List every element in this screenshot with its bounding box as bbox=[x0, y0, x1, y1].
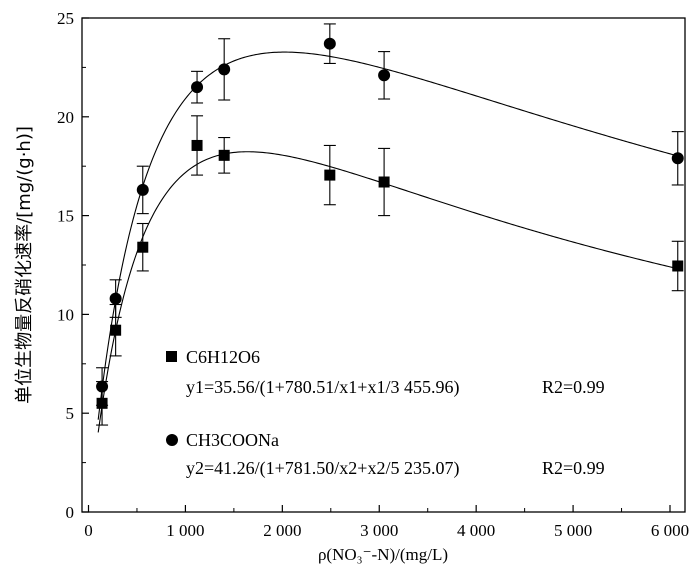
data-point-circle bbox=[109, 292, 122, 305]
x-tick-label: 1 000 bbox=[166, 521, 204, 540]
data-point-square bbox=[110, 324, 122, 336]
y-tick-label: 5 bbox=[66, 404, 75, 423]
fit-curves bbox=[97, 51, 680, 433]
legend-series-2-name: CH3COONa bbox=[186, 430, 279, 450]
data-point-circle bbox=[378, 69, 391, 82]
data-point-circle bbox=[323, 37, 336, 50]
legend-series-2-r2: R2=0.99 bbox=[542, 458, 605, 478]
data-point-circle bbox=[191, 81, 204, 94]
data-markers bbox=[96, 37, 684, 409]
axis-ticks bbox=[82, 17, 671, 513]
legend-series-2-equation: y2=41.26/(1+781.50/x2+x2/5 235.07) bbox=[186, 458, 459, 479]
legend-square-marker bbox=[166, 351, 177, 362]
data-point-circle bbox=[96, 380, 109, 393]
data-point-square bbox=[324, 169, 336, 181]
legend-series-1-r2: R2=0.99 bbox=[542, 377, 605, 397]
x-tick-label: 2 000 bbox=[263, 521, 301, 540]
data-point-square bbox=[672, 260, 684, 272]
data-point-square bbox=[137, 241, 149, 253]
x-axis-label: ρ(NO₃⁻-N)/(mg/L) bbox=[318, 545, 448, 564]
data-point-square bbox=[96, 397, 108, 409]
x-tick-label: 4 000 bbox=[457, 521, 495, 540]
y-tick-label: 0 bbox=[66, 503, 75, 522]
data-point-square bbox=[191, 139, 203, 151]
x-tick-labels: 0 1 000 2 000 3 000 4 000 5 000 6 000 bbox=[84, 521, 689, 540]
legend: C6H12O6 y1=35.56/(1+780.51/x1+x1/3 455.9… bbox=[166, 347, 605, 479]
data-point-square bbox=[218, 149, 230, 161]
data-point-circle bbox=[671, 152, 684, 165]
data-point-circle bbox=[218, 63, 231, 76]
y-axis-label: 单位生物量反硝化速率/[mg/(g·h)] bbox=[14, 126, 35, 404]
data-point-circle bbox=[136, 183, 149, 196]
y-tick-label: 25 bbox=[57, 9, 74, 28]
x-tick-label: 6 000 bbox=[651, 521, 689, 540]
y-tick-labels: 0 5 10 15 20 25 bbox=[57, 9, 74, 522]
data-point-square bbox=[378, 176, 390, 188]
x-tick-label: 3 000 bbox=[360, 521, 398, 540]
error-bars bbox=[96, 23, 684, 426]
y-tick-label: 15 bbox=[57, 207, 74, 226]
y-tick-label: 20 bbox=[57, 108, 74, 127]
legend-circle-marker bbox=[166, 434, 178, 446]
legend-series-1-name: C6H12O6 bbox=[186, 347, 260, 367]
x-tick-label: 0 bbox=[84, 521, 93, 540]
legend-series-1-equation: y1=35.56/(1+780.51/x1+x1/3 455.96) bbox=[186, 377, 459, 398]
y-tick-label: 10 bbox=[57, 305, 74, 324]
x-tick-label: 5 000 bbox=[554, 521, 592, 540]
